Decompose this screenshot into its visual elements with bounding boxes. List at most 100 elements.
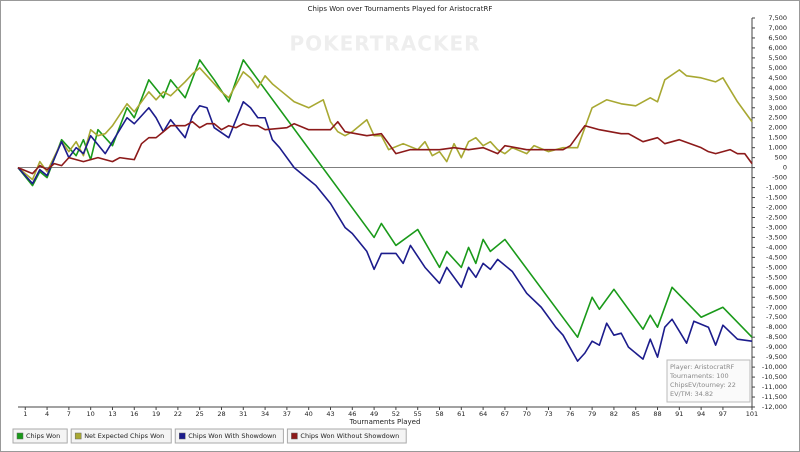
legend-item[interactable]: Net Expected Chips Won	[70, 428, 172, 444]
y-tick-label: 2,500	[768, 114, 787, 122]
legend-swatch	[179, 432, 186, 440]
x-tick-label: 55	[414, 410, 422, 418]
y-tick-label: 1,500	[768, 134, 787, 142]
legend-label: Chips Won With Showdown	[188, 432, 276, 440]
x-tick-label: 58	[435, 410, 443, 418]
y-tick-label: -7,500	[766, 313, 787, 321]
y-tick-label: -10,500	[762, 373, 787, 381]
y-tick-label: -3,000	[766, 223, 787, 231]
y-tick-label: 5,000	[768, 64, 787, 72]
legend-item[interactable]: Chips Won Without Showdown	[286, 428, 407, 444]
x-tick-label: 49	[370, 410, 378, 418]
x-tick-label: 79	[588, 410, 596, 418]
legend-label: Net Expected Chips Won	[84, 432, 164, 440]
chart-title: Chips Won over Tournaments Played for Ar…	[308, 5, 493, 13]
x-tick-label: 46	[348, 410, 356, 418]
x-tick-label: 97	[719, 410, 727, 418]
y-tick-label: -7,000	[766, 303, 787, 311]
x-tick-label: 70	[523, 410, 531, 418]
x-tick-label: 61	[457, 410, 465, 418]
x-tick-label: 10	[87, 410, 95, 418]
series-line	[17, 100, 753, 362]
y-tick-label: 500	[775, 154, 787, 162]
x-tick-label: 16	[130, 410, 138, 418]
y-tick-label: 7,500	[768, 14, 787, 22]
x-tick-label: 22	[174, 410, 182, 418]
x-tick-label: 67	[501, 410, 509, 418]
legend-label: Chips Won	[26, 432, 60, 440]
y-tick-label: -9,500	[766, 353, 787, 361]
y-tick-label: -10,000	[762, 363, 787, 371]
legend-item[interactable]: Chips Won With Showdown	[174, 428, 284, 444]
y-tick-label: 7,000	[768, 24, 787, 32]
y-tick-label: 1,000	[768, 144, 787, 152]
series-line	[17, 67, 753, 181]
legend-box[interactable]	[12, 428, 68, 444]
info-line: Tournaments: 100	[669, 372, 729, 380]
y-tick-label: -500	[772, 174, 787, 182]
y-tick-label: -2,000	[766, 204, 787, 212]
y-tick-label: -8,500	[766, 333, 787, 341]
y-tick-label: -4,500	[766, 253, 787, 261]
x-tick-label: 19	[152, 410, 160, 418]
x-tick-label: 91	[675, 410, 683, 418]
legend-swatch	[74, 432, 82, 440]
info-line: ChipsEV/tourney: 22	[670, 381, 736, 389]
x-tick-label: 85	[632, 410, 640, 418]
legend-box[interactable]	[70, 428, 172, 444]
x-tick-label: 76	[566, 410, 574, 418]
legend-box[interactable]	[286, 428, 407, 444]
y-tick-label: -1,000	[766, 184, 787, 192]
x-tick-label: 88	[653, 410, 661, 418]
x-tick-label: 82	[610, 410, 618, 418]
y-tick-label: -6,000	[766, 283, 787, 291]
info-line: EV/TM: 34.82	[670, 390, 713, 398]
series-line	[17, 120, 753, 175]
x-tick-label: 94	[697, 410, 705, 418]
y-tick-label: -12,000	[762, 403, 787, 411]
x-tick-label: 52	[392, 410, 400, 418]
x-axis-title: Tournaments Played	[349, 418, 421, 426]
legend-label: Chips Won Without Showdown	[300, 432, 399, 440]
x-tick-label: 40	[305, 410, 313, 418]
y-tick-label: 3,000	[768, 104, 787, 112]
y-tick-label: -5,000	[766, 263, 787, 271]
legend-swatch	[16, 432, 24, 440]
x-tick-label: 31	[239, 410, 247, 418]
y-tick-label: -6,500	[766, 293, 787, 301]
y-tick-label: 6,500	[768, 34, 787, 42]
y-tick-label: -1,500	[766, 194, 787, 202]
x-tick-label: 43	[326, 410, 334, 418]
x-tick-label: 25	[196, 410, 204, 418]
x-tick-label: 37	[283, 410, 291, 418]
y-tick-label: 5,500	[768, 54, 787, 62]
info-line: Player: AristocratRF	[670, 363, 734, 371]
watermark: POKERTRACKER	[289, 32, 480, 56]
info-box	[666, 359, 751, 403]
x-tick-label: 1	[23, 410, 27, 418]
y-tick-label: 2,000	[768, 124, 787, 132]
legend-box[interactable]	[174, 428, 284, 444]
y-tick-label: 4,500	[768, 74, 787, 82]
x-tick-label: 7	[67, 410, 71, 418]
y-tick-label: 6,000	[768, 44, 787, 52]
x-tick-label: 101	[746, 410, 758, 418]
y-tick-label: -2,500	[766, 213, 787, 221]
y-tick-label: 0	[783, 164, 787, 172]
y-tick-label: -11,000	[762, 383, 787, 391]
y-tick-label: 3,500	[768, 94, 787, 102]
y-tick-label: -3,500	[766, 233, 787, 241]
y-tick-label: 4,000	[768, 84, 787, 92]
x-tick-label: 4	[45, 410, 49, 418]
x-tick-label: 73	[544, 410, 552, 418]
x-tick-label: 28	[217, 410, 225, 418]
y-tick-label: -4,000	[766, 243, 787, 251]
x-tick-label: 64	[479, 410, 487, 418]
legend-swatch	[291, 432, 298, 440]
y-tick-label: -8,000	[766, 323, 787, 331]
y-tick-label: -11,500	[762, 393, 787, 401]
y-tick-label: -5,500	[766, 273, 787, 281]
legend-item[interactable]: Chips Won	[12, 428, 68, 444]
